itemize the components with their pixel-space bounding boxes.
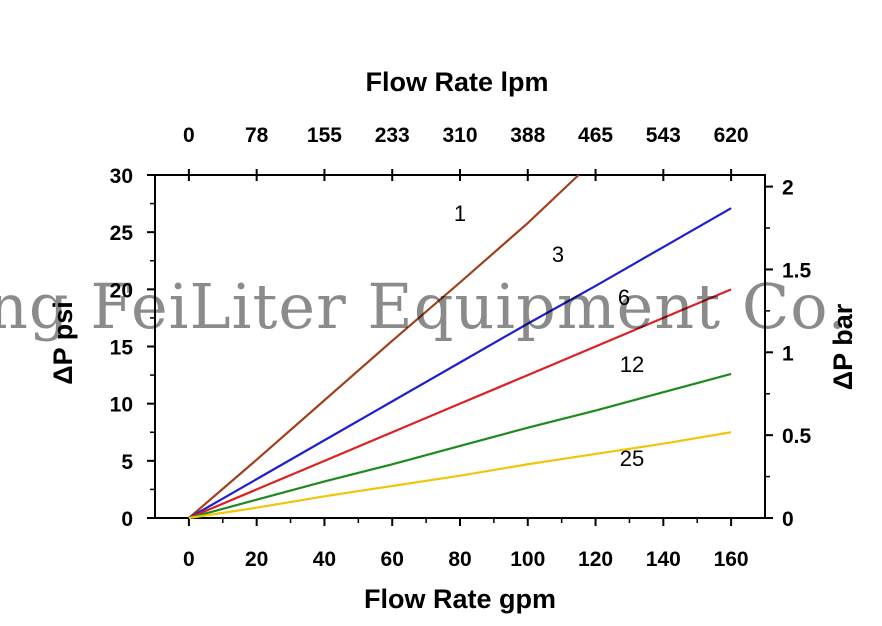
y2-tick-label: 1 <box>782 342 794 365</box>
series-label-3: 3 <box>552 242 564 267</box>
x2-tick-label: 0 <box>183 124 195 147</box>
series-line-12 <box>188 372 732 520</box>
axis-ticks <box>147 169 773 526</box>
y2-tick-label: 1.5 <box>782 259 812 282</box>
y-tick-label: 20 <box>110 279 133 302</box>
y-tick-label: 0 <box>121 508 133 531</box>
x-tick-label: 20 <box>245 548 268 571</box>
x2-tick-label: 465 <box>578 124 613 147</box>
x2-tick-label: 543 <box>646 124 681 147</box>
x-tick-label: 100 <box>510 548 545 571</box>
series-line-3 <box>188 207 732 519</box>
y2-tick-label: 2 <box>782 177 794 200</box>
series-line-25 <box>188 431 732 520</box>
x-tick-label: 60 <box>381 548 404 571</box>
x-tick-label: 0 <box>183 548 195 571</box>
y-tick-label: 5 <box>121 451 133 474</box>
series-label-25: 25 <box>620 446 644 471</box>
x2-tick-label: 388 <box>510 124 545 147</box>
left-axis-title: ΔP psi <box>48 301 78 384</box>
x2-tick-label: 310 <box>442 124 477 147</box>
x-tick-label: 140 <box>646 548 681 571</box>
x2-tick-label: 78 <box>245 124 269 147</box>
top-axis-title: Flow Rate lpm <box>365 67 548 97</box>
right-axis-title: ΔP bar <box>828 303 858 390</box>
y-tick-label: 30 <box>110 165 133 188</box>
series-label-1: 1 <box>454 201 466 226</box>
series-line-6 <box>188 288 732 520</box>
plot-frame <box>154 174 766 519</box>
series-group <box>188 174 732 520</box>
series-label-6: 6 <box>618 285 630 310</box>
x2-tick-label: 620 <box>714 124 749 147</box>
x2-tick-label: 155 <box>307 124 342 147</box>
series-label-12: 12 <box>620 352 644 377</box>
y-tick-label: 25 <box>110 222 134 245</box>
x-tick-label: 160 <box>714 548 749 571</box>
x2-tick-label: 233 <box>375 124 410 147</box>
y2-tick-label: 0.5 <box>782 425 812 448</box>
x-tick-label: 80 <box>448 548 471 571</box>
plot-border <box>154 174 766 519</box>
bottom-axis-title: Flow Rate gpm <box>364 584 556 614</box>
series-line-1 <box>188 174 580 519</box>
x-tick-label: 40 <box>313 548 336 571</box>
y2-tick-label: 0 <box>782 508 794 531</box>
x-tick-label: 120 <box>578 548 613 571</box>
y-tick-label: 10 <box>110 394 133 417</box>
y-tick-label: 15 <box>110 337 134 360</box>
watermark: ng FeiLiter Equipment Co. <box>0 270 848 343</box>
